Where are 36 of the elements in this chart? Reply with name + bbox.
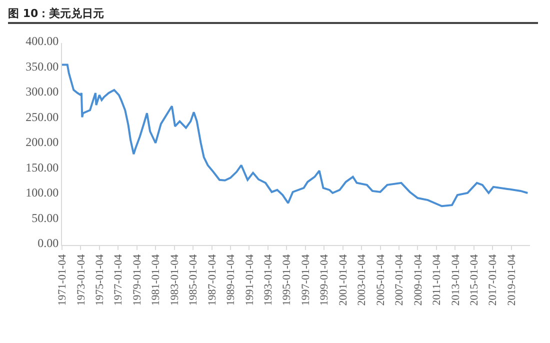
y-tick-label: 250.00 [26,110,59,124]
x-tick-label: 1997-01-04 [300,254,312,306]
y-tick-label: 50.00 [32,210,59,225]
x-tick-label: 1985-01-04 [188,254,200,306]
x-tick-label: 1999-01-04 [318,254,331,306]
y-tick-label: 200.00 [26,135,59,150]
x-tick-label: 1981-01-04 [150,254,162,306]
x-tick-label: 2011-01-04 [431,254,444,306]
y-tick-label: 300.00 [26,84,59,99]
x-tick-label: 1993-01-04 [262,254,275,306]
x-tick-label: 2005-01-04 [374,254,387,306]
y-tick-label: 400.00 [26,34,59,48]
x-tick-label: 1995-01-04 [281,254,294,306]
y-tick-label: 150.00 [26,160,59,174]
x-tick-label: 2015-01-04 [468,254,480,306]
x-tick-label: 1977-01-04 [112,254,125,306]
x-tick-label: 1979-01-04 [131,254,144,306]
y-tick-label: 350.00 [26,59,59,74]
x-tick-label: 1987-01-04 [206,254,218,306]
y-tick-label: 100.00 [26,186,59,200]
x-tick-label: 1983-01-04 [168,254,181,306]
x-tick-label: 1991-01-04 [244,254,256,306]
x-tick-label: 2007-01-04 [394,254,406,306]
x-tick-label: 1975-01-04 [94,254,106,306]
x-tick-label: 2019-01-04 [506,254,518,306]
x-tick-label: 2017-01-04 [487,254,500,306]
y-tick-label: 0.00 [38,236,59,250]
x-tick-label: 1989-01-04 [225,254,238,306]
x-tick-label: 1973-01-04 [75,254,88,306]
chart-title: 图 10：美元兑日元 [8,2,538,24]
x-tick-label: 2003-01-04 [356,254,368,306]
x-tick-label: 1971-01-04 [56,254,69,306]
x-tick-label: 2013-01-04 [450,254,462,306]
x-tick-label: 2009-01-04 [412,254,424,306]
line-series [62,64,529,208]
x-tick-label: 2001-01-04 [337,254,350,306]
